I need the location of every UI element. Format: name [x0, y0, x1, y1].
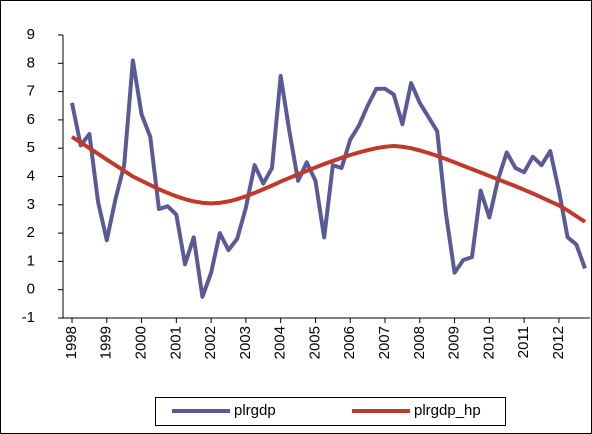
y-tick-label: -1 [22, 309, 35, 326]
x-tick-label: 2007 [376, 326, 393, 359]
x-tick-label: 2008 [411, 326, 428, 359]
series-line [70, 135, 587, 224]
x-tick-label: 2003 [237, 326, 254, 359]
x-tick-label: 2002 [202, 326, 219, 359]
x-tick-label: 2000 [133, 326, 150, 359]
y-tick-label: 2 [27, 224, 35, 241]
x-tick-label: 2010 [480, 326, 497, 359]
y-tick-label: 6 [27, 111, 35, 128]
y-tick-label: 5 [27, 139, 35, 156]
y-tick-label: 0 [27, 281, 35, 298]
x-tick-label: 1999 [98, 326, 115, 359]
x-tick-label: 2004 [272, 326, 289, 359]
legend-label: plrgdp [234, 402, 276, 419]
x-tick-label: 2001 [167, 326, 184, 359]
legend-label: plrgdp_hp [414, 402, 481, 419]
series-line [70, 58, 587, 299]
x-tick-label: 2005 [306, 326, 323, 359]
y-tick-label: 8 [27, 54, 35, 71]
x-tick-label: 2006 [341, 326, 358, 359]
y-tick-label: 3 [27, 196, 35, 213]
x-tick-label: 2009 [446, 326, 463, 359]
y-tick-label: 9 [27, 26, 35, 43]
y-tick-label: 4 [27, 167, 35, 184]
x-tick-label: 2012 [550, 326, 567, 359]
y-tick-label: 7 [27, 83, 35, 100]
x-tick-label: 1998 [63, 326, 80, 359]
x-tick-label: 2011 [515, 326, 532, 358]
y-tick-label: 1 [27, 252, 35, 269]
